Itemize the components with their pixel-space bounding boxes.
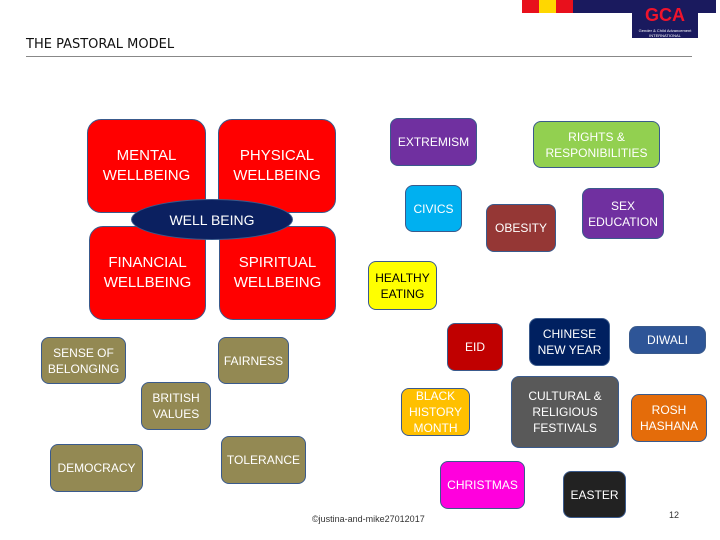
topic-box: CHINESE NEW YEAR: [529, 318, 610, 366]
spiritual-wellbeing: SPIRITUAL WELLBEING: [219, 226, 336, 320]
mental-wellbeing: MENTAL WELLBEING: [87, 119, 206, 213]
topic-box: TOLERANCE: [221, 436, 306, 484]
topic-box: OBESITY: [486, 204, 556, 252]
topic-box: BLACK HISTORY MONTH: [401, 388, 470, 436]
topic-box: DEMOCRACY: [50, 444, 143, 492]
topic-box: EID: [447, 323, 503, 371]
topic-box: SEX EDUCATION: [582, 188, 664, 239]
topic-box: FAIRNESS: [218, 337, 289, 384]
divider: [26, 56, 692, 57]
copyright: ©justina-and-mike27012017: [312, 514, 425, 524]
gca-logo: GCA Gender & Child Advancement INTERNATIO…: [632, 2, 698, 38]
topic-box: BRITISH VALUES: [141, 382, 211, 430]
well-being-center: WELL BEING: [131, 199, 293, 240]
banner-stripe: [539, 0, 556, 13]
page-title: THE PASTORAL MODEL: [26, 37, 175, 52]
financial-wellbeing: FINANCIAL WELLBEING: [89, 226, 206, 320]
topic-box: RIGHTS & RESPONIBILITIES: [533, 121, 660, 168]
topic-box: EXTREMISM: [390, 118, 477, 166]
topic-box: CHRISTMAS: [440, 461, 525, 509]
banner-stripe: [522, 0, 539, 13]
physical-wellbeing: PHYSICAL WELLBEING: [218, 119, 336, 213]
topic-box: EASTER: [563, 471, 626, 518]
topic-box: HEALTHY EATING: [368, 261, 437, 310]
banner-stripe: [556, 0, 573, 13]
topic-box: CIVICS: [405, 185, 462, 232]
topic-box: ROSH HASHANA: [631, 394, 707, 442]
topic-box: SENSE OF BELONGING: [41, 337, 126, 384]
page-number: 12: [669, 510, 680, 520]
topic-box: CULTURAL & RELIGIOUS FESTIVALS: [511, 376, 619, 448]
topic-box: DIWALI: [629, 326, 706, 354]
